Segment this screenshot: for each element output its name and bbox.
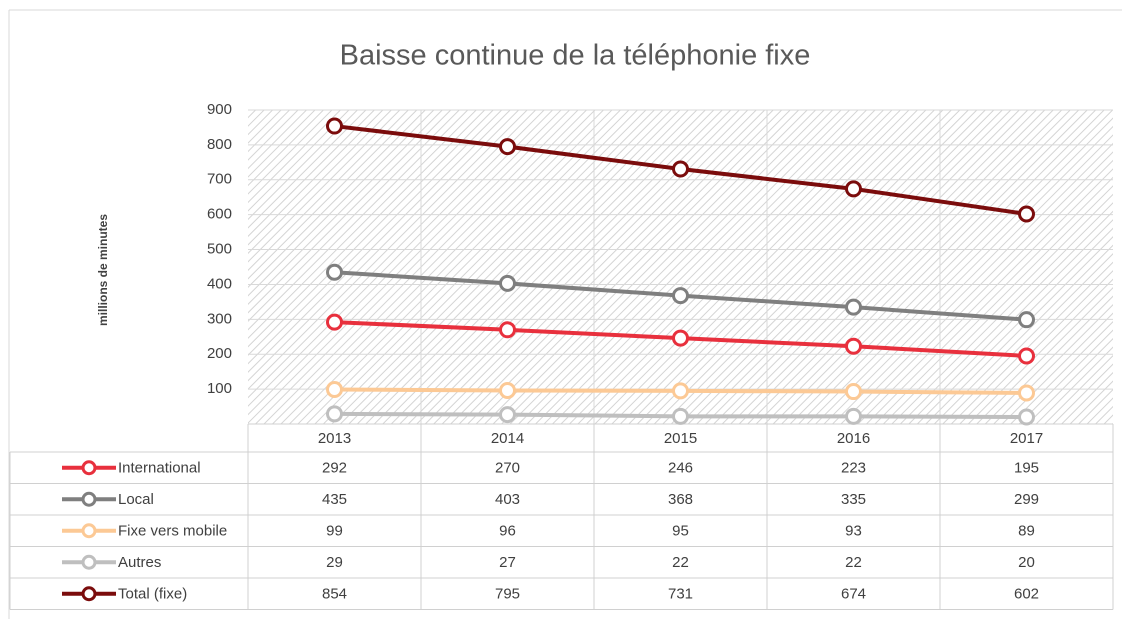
data-point	[672, 287, 689, 305]
legend-label: Fixe vers mobile	[118, 523, 227, 540]
data-point	[499, 274, 516, 292]
data-point	[672, 382, 689, 400]
data-point	[845, 298, 862, 316]
legend-marker	[81, 554, 97, 570]
data-point	[845, 180, 862, 198]
table-value: 246	[668, 460, 693, 477]
table-value: 270	[495, 460, 520, 477]
data-point	[326, 313, 343, 331]
y-tick-label: 300	[207, 310, 232, 327]
data-point	[672, 329, 689, 347]
table-value: 335	[841, 491, 866, 508]
x-tick-label: 2014	[491, 430, 524, 447]
table-value: 368	[668, 491, 693, 508]
table-value: 22	[672, 554, 689, 571]
data-point	[1018, 205, 1035, 223]
table-value: 403	[495, 491, 520, 508]
plot-area	[248, 110, 1113, 424]
y-tick-label: 600	[207, 206, 232, 223]
x-tick-label: 2013	[318, 430, 351, 447]
data-point	[1018, 408, 1035, 426]
y-tick-label: 500	[207, 241, 232, 258]
data-point	[845, 407, 862, 425]
data-point	[1018, 347, 1035, 365]
legend-marker	[81, 491, 97, 507]
data-point	[326, 405, 343, 423]
legend-marker	[81, 586, 97, 602]
legend-marker	[81, 523, 97, 539]
y-tick-label: 200	[207, 345, 232, 362]
table-value: 27	[499, 554, 516, 571]
y-axis-label: millions de minutes	[96, 214, 110, 326]
y-tick-label: 100	[207, 380, 232, 397]
table-value: 731	[668, 586, 693, 603]
table-value: 99	[326, 523, 343, 540]
table-value: 223	[841, 460, 866, 477]
table-value: 195	[1014, 460, 1039, 477]
data-point	[845, 337, 862, 355]
table-value: 854	[322, 586, 347, 603]
table-value: 602	[1014, 586, 1039, 603]
legend-label: Local	[118, 491, 154, 508]
data-point	[326, 380, 343, 398]
table-value: 20	[1018, 554, 1035, 571]
legend-label: International	[118, 460, 201, 477]
table-value: 29	[326, 554, 343, 571]
y-tick-label: 700	[207, 171, 232, 188]
table-value: 795	[495, 586, 520, 603]
data-point	[499, 138, 516, 156]
y-tick-label: 900	[207, 101, 232, 118]
table-value: 89	[1018, 523, 1035, 540]
x-tick-label: 2015	[664, 430, 697, 447]
table-value: 93	[845, 523, 862, 540]
data-point	[499, 382, 516, 400]
data-point	[672, 407, 689, 425]
table-value: 299	[1014, 491, 1039, 508]
data-point	[326, 117, 343, 135]
data-point	[326, 263, 343, 281]
data-point	[499, 321, 516, 339]
table-value: 435	[322, 491, 347, 508]
y-tick-label: 800	[207, 136, 232, 153]
table-value: 95	[672, 523, 689, 540]
table-value: 292	[322, 460, 347, 477]
table-value: 674	[841, 586, 866, 603]
x-tick-label: 2016	[837, 430, 870, 447]
data-point	[499, 406, 516, 424]
legend-label: Total (fixe)	[118, 586, 187, 603]
y-tick-label: 400	[207, 275, 232, 292]
chart-title: Baisse continue de la téléphonie fixe	[340, 40, 811, 72]
table-value: 96	[499, 523, 516, 540]
data-point	[845, 383, 862, 401]
data-point	[1018, 311, 1035, 329]
legend-label: Autres	[118, 554, 161, 571]
legend-marker	[81, 460, 97, 476]
data-point	[1018, 384, 1035, 402]
data-point	[672, 160, 689, 178]
x-tick-label: 2017	[1010, 430, 1043, 447]
table-value: 22	[845, 554, 862, 571]
